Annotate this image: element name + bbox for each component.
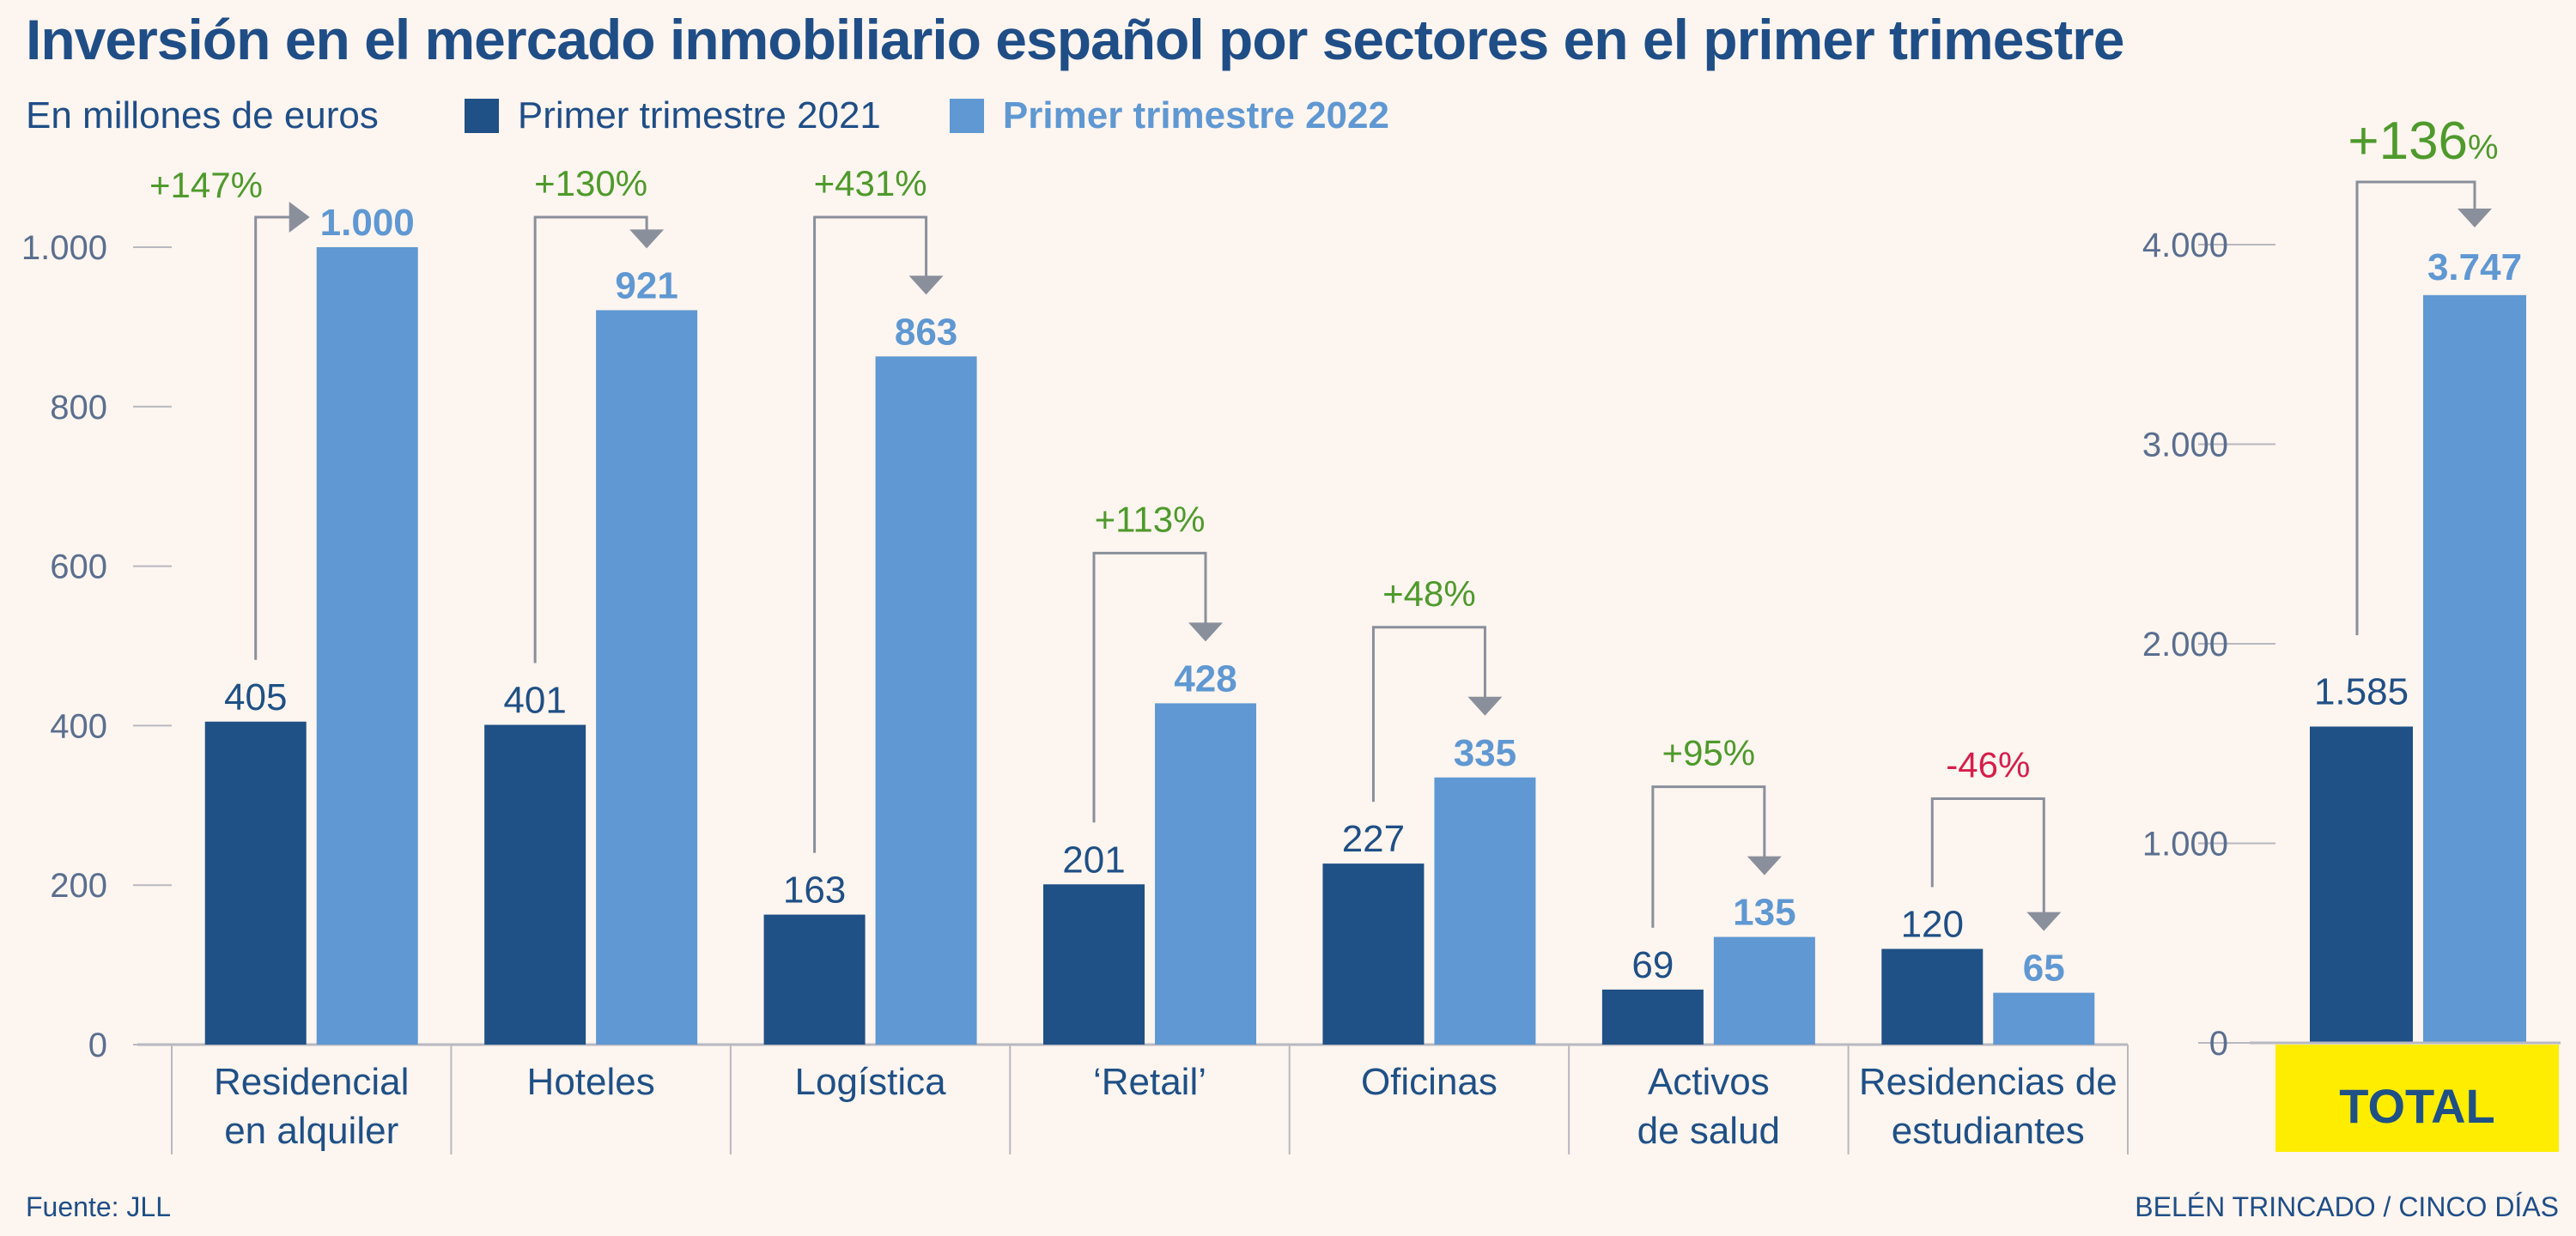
bar-2022 [1434, 777, 1536, 1045]
change-arrow-head [629, 229, 665, 249]
change-arrow-head [1467, 696, 1503, 716]
bar-2021 [1601, 989, 1704, 1045]
total-y-tick-label: 2.000 [2142, 626, 2228, 663]
data-label-2022: 135 [1733, 892, 1795, 934]
unit-label: En millones de euros [26, 94, 379, 136]
change-bracket [533, 215, 648, 663]
bar-2021 [763, 914, 866, 1045]
category-label: estudiantes [1892, 1110, 2085, 1152]
legend-label-2022: Primer trimestre 2022 [1002, 94, 1389, 136]
y-tick-label: 800 [50, 389, 107, 427]
category-label: ‘Retail’ [1093, 1061, 1206, 1103]
data-label-2021: 69 [1631, 944, 1674, 986]
legend-swatch-2022 [949, 99, 984, 133]
total-change-bracket [2355, 180, 2476, 635]
data-label-2021: 405 [224, 676, 287, 718]
bar-2022 [596, 310, 698, 1045]
change-bracket [813, 215, 928, 853]
total-y-tick-label: 3.000 [2142, 427, 2228, 464]
data-label-2022: 921 [615, 264, 677, 306]
data-label-2022: 863 [895, 311, 957, 353]
change-label: +113% [1095, 499, 1206, 539]
bar-2022 [1155, 703, 1256, 1045]
total-category-label: TOTAL [2339, 1079, 2494, 1133]
bar-2021 [1881, 948, 1984, 1045]
bar-2022 [875, 356, 977, 1045]
total-y-tick-label: 4.000 [2142, 227, 2228, 264]
category-label: Residencial [214, 1061, 409, 1103]
y-tick-label: 1.000 [21, 229, 107, 267]
total-change-label: +136% [2348, 112, 2498, 171]
total-bar-2022 [2423, 294, 2526, 1043]
bar-2021 [1322, 863, 1425, 1045]
total-change-arrow-head [2458, 209, 2492, 227]
change-bracket [1371, 626, 1486, 803]
change-bracket [254, 215, 300, 660]
y-tick-label: 600 [50, 548, 107, 586]
data-label-2022: 65 [2023, 948, 2065, 990]
legend-item-2022: Primer trimestre 2022 [949, 94, 1389, 137]
category-label: de salud [1637, 1110, 1780, 1152]
y-tick-label: 400 [50, 707, 107, 745]
change-arrow-head [289, 202, 310, 233]
total-y-tick-label: 1.000 [2142, 826, 2228, 863]
category-label: Logística [795, 1061, 947, 1103]
chart-title: Inversión en el mercado inmobiliario esp… [26, 8, 2125, 71]
data-label-2021: 163 [783, 869, 846, 912]
bar-2022 [1993, 992, 2095, 1045]
source-note: Fuente: JLL [26, 1191, 171, 1222]
total-label-2021: 1.585 [2314, 670, 2409, 712]
change-bracket [1930, 797, 2045, 914]
change-arrow-head [1747, 856, 1782, 876]
change-label: -46% [1946, 745, 2030, 785]
legend: En millones de euros Primer trimestre 20… [26, 94, 1458, 137]
category-label: Activos [1648, 1061, 1770, 1103]
bar-2022 [1713, 936, 1815, 1045]
change-arrow-head [1188, 622, 1223, 642]
bar-2021 [484, 724, 586, 1045]
data-label-2022: 1.000 [320, 202, 415, 244]
category-label: en alquiler [224, 1110, 398, 1152]
bar-2021 [1043, 884, 1145, 1045]
total-box [2275, 1045, 2559, 1152]
legend-swatch-2021 [464, 99, 499, 133]
category-label: Residencias de [1859, 1061, 2117, 1103]
y-tick-label: 0 [88, 1027, 107, 1064]
category-label: Oficinas [1361, 1061, 1498, 1103]
change-arrow-head [908, 276, 944, 295]
data-label-2021: 120 [1901, 904, 1964, 946]
change-label: +147% [149, 165, 263, 205]
change-label: +48% [1382, 573, 1476, 614]
data-label-2021: 401 [503, 679, 566, 721]
credit-note: BELÉN TRINCADO / CINCO DÍAS [2135, 1191, 2559, 1222]
total-label-2022: 3.747 [2427, 246, 2522, 288]
bar-2021 [204, 721, 307, 1045]
total-bar-2021 [2310, 726, 2413, 1043]
y-tick-label: 200 [50, 867, 107, 905]
total-y-tick-label: 0 [2209, 1025, 2228, 1063]
change-label: +130% [534, 163, 647, 203]
change-arrow-head [2026, 912, 2062, 931]
change-label: +95% [1662, 733, 1756, 773]
data-label-2022: 335 [1454, 732, 1516, 774]
data-label-2021: 227 [1342, 818, 1405, 860]
change-label: +431% [814, 163, 927, 203]
legend-item-2021: Primer trimestre 2021 [464, 94, 881, 137]
change-bracket [1092, 551, 1207, 823]
bar-2022 [316, 247, 418, 1045]
change-bracket [1651, 785, 1766, 928]
data-label-2021: 201 [1062, 839, 1125, 881]
category-label: Hoteles [527, 1061, 655, 1103]
legend-label-2021: Primer trimestre 2021 [517, 94, 881, 136]
data-label-2022: 428 [1174, 657, 1236, 700]
